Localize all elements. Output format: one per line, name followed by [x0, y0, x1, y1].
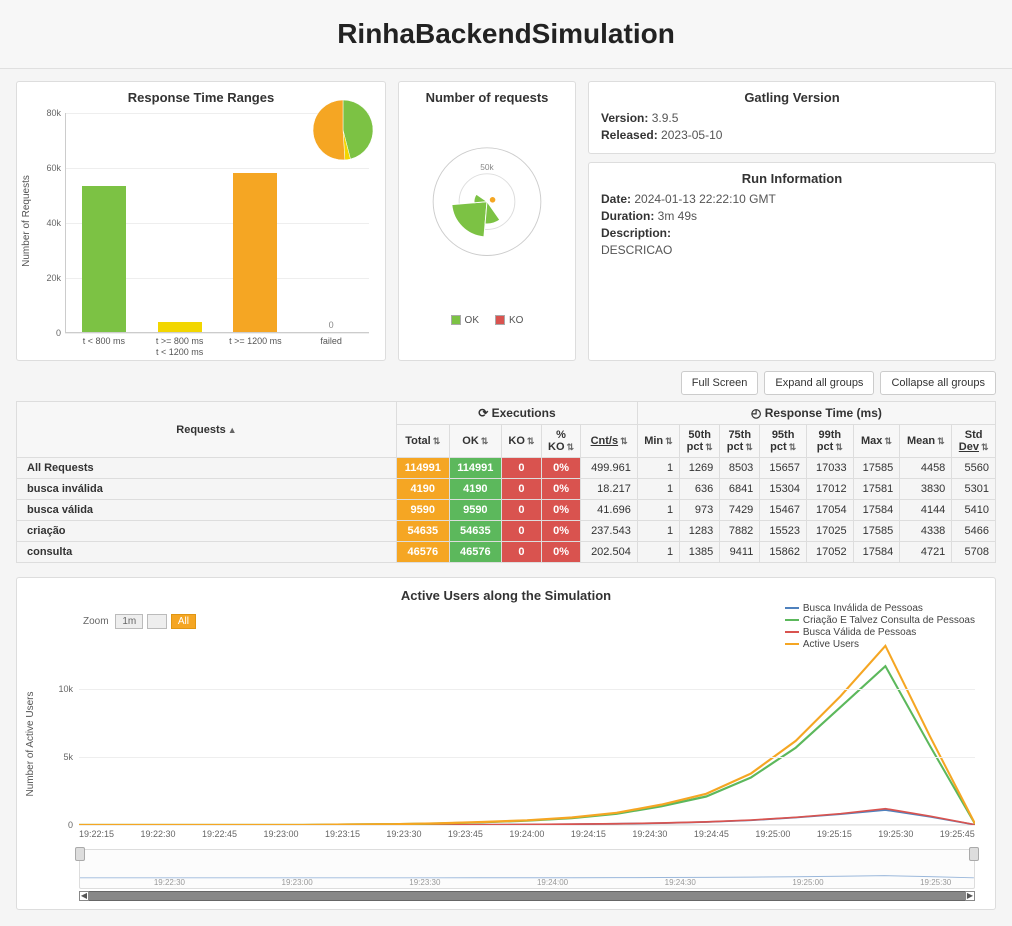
x-tick: 19:25:30: [878, 829, 913, 839]
x-tick: 19:23:15: [325, 829, 360, 839]
active-users-chart-panel: Active Users along the Simulation Zoom 1…: [16, 577, 996, 910]
th-col[interactable]: %KO⇅: [541, 425, 581, 458]
number-of-requests-panel: Number of requests 50k OK KO: [398, 81, 576, 361]
full-screen-button[interactable]: Full Screen: [681, 371, 759, 395]
expand-all-button[interactable]: Expand all groups: [764, 371, 874, 395]
th-response-time-group: ◴ Response Time (ms): [637, 402, 995, 425]
line-chart-xaxis: 19:22:15 19:22:30 19:22:45 19:23:00 19:23:15…: [79, 829, 975, 839]
x-tick: 19:22:15: [79, 829, 114, 839]
zoom-button[interactable]: 1m: [115, 614, 143, 629]
range-tick: 19:25:00: [792, 878, 823, 887]
y-tick: 20k: [46, 273, 61, 283]
response-time-ranges-panel: Response Time Ranges Number of Requests …: [16, 81, 386, 361]
x-tick: 19:24:45: [694, 829, 729, 839]
table-row[interactable]: criação546355463500%237.5431128378821552…: [17, 521, 996, 542]
y-tick: 0: [56, 328, 61, 338]
range-tick: 19:23:00: [282, 878, 313, 887]
th-col[interactable]: KO⇅: [502, 425, 542, 458]
scroll-left-icon[interactable]: ◀: [79, 891, 89, 901]
th-col[interactable]: 95thpct⇅: [760, 425, 807, 458]
released-label: Released:: [601, 128, 658, 142]
th-col[interactable]: 50thpct⇅: [680, 425, 720, 458]
rtr-pie-icon: [311, 98, 375, 162]
th-executions-group: ⟳ Executions: [397, 402, 638, 425]
scroll-right-icon[interactable]: ▶: [965, 891, 975, 901]
run-info-title: Run Information: [601, 171, 983, 186]
th-col[interactable]: Total⇅: [397, 425, 450, 458]
run-duration-label: Duration:: [601, 209, 654, 223]
nor-donut-chart: 50k: [422, 132, 552, 262]
run-information-box: Run Information Date: 2024-01-13 22:22:1…: [588, 162, 996, 361]
x-tick: 19:25:00: [755, 829, 790, 839]
th-col[interactable]: 75thpct⇅: [720, 425, 760, 458]
legend-item: Busca Inválida de Pessoas: [785, 603, 975, 614]
range-tick: 19:23:30: [409, 878, 440, 887]
bar: t >= 800 mst < 1200 ms: [155, 322, 205, 332]
x-tick: 19:24:30: [632, 829, 667, 839]
run-date-label: Date:: [601, 192, 631, 206]
run-date-value: 2024-01-13 22:22:10 GMT: [634, 192, 775, 206]
th-requests[interactable]: Requests▲: [17, 402, 397, 458]
zoom-controls: Zoom 1m All: [83, 614, 204, 629]
bar: t < 800 ms: [79, 186, 129, 332]
x-tick: 19:23:00: [263, 829, 298, 839]
th-col[interactable]: Max⇅: [853, 425, 900, 458]
x-tick: 19:23:30: [386, 829, 421, 839]
stats-table: Requests▲ ⟳ Executions ◴ Response Time (…: [16, 401, 996, 563]
x-tick: 19:22:45: [202, 829, 237, 839]
range-tick: 19:25:30: [920, 878, 951, 887]
range-tick: 19:24:30: [665, 878, 696, 887]
x-tick: 19:22:30: [140, 829, 175, 839]
line-chart-body: 05k10k: [79, 635, 975, 825]
range-tick: 19:22:30: [154, 878, 185, 887]
version-value: 3.9.5: [652, 111, 679, 125]
run-desc-value: DESCRICAO: [601, 243, 672, 257]
x-tick: 19:24:15: [571, 829, 606, 839]
collapse-all-button[interactable]: Collapse all groups: [880, 371, 996, 395]
executions-icon: ⟳: [478, 406, 488, 420]
run-duration-value: 3m 49s: [658, 209, 697, 223]
th-col[interactable]: 99thpct⇅: [806, 425, 853, 458]
legend-item: OK: [451, 315, 479, 326]
nor-legend: OK KO: [399, 309, 575, 332]
legend-item: Criação E Talvez Consulta de Pessoas: [785, 615, 975, 626]
th-col[interactable]: Min⇅: [637, 425, 679, 458]
x-tick: 19:24:00: [509, 829, 544, 839]
lc-y-label: Number of Active Users: [25, 691, 36, 796]
range-selector[interactable]: 19:22:30 19:23:00 19:23:30 19:24:00 19:24:30…: [79, 849, 975, 889]
y-tick: 40k: [46, 218, 61, 228]
th-col[interactable]: OK⇅: [449, 425, 502, 458]
y-tick: 80k: [46, 108, 61, 118]
page-title: RinhaBackendSimulation: [0, 18, 1012, 50]
range-scrollbar[interactable]: ◀ ▶: [79, 891, 975, 901]
range-tick: 19:24:00: [537, 878, 568, 887]
table-row[interactable]: busca válida9590959000%41.69619737429154…: [17, 500, 996, 521]
x-tick: 19:25:15: [817, 829, 852, 839]
table-row[interactable]: All Requests11499111499100%499.961112698…: [17, 458, 996, 479]
nor-title: Number of requests: [399, 82, 575, 109]
x-tick: 19:23:45: [448, 829, 483, 839]
clock-icon: ◴: [751, 406, 761, 420]
svg-text:50k: 50k: [480, 162, 494, 172]
bar: t >= 1200 ms: [230, 173, 280, 333]
table-row[interactable]: consulta465764657600%202.504113859411158…: [17, 542, 996, 563]
zoom-button[interactable]: [147, 614, 167, 629]
zoom-button[interactable]: All: [171, 614, 196, 629]
x-tick: 19:25:45: [940, 829, 975, 839]
th-col[interactable]: StdDev⇅: [952, 425, 996, 458]
y-tick: 60k: [46, 163, 61, 173]
version-label: Version:: [601, 111, 648, 125]
th-col[interactable]: Cnt/s⇅: [581, 425, 637, 458]
zoom-label: Zoom: [83, 616, 109, 627]
table-row[interactable]: busca inválida4190419000%18.217163668411…: [17, 479, 996, 500]
gatling-version-title: Gatling Version: [601, 90, 983, 105]
released-value: 2023-05-10: [661, 128, 722, 142]
legend-item: KO: [495, 315, 523, 326]
run-desc-label: Description:: [601, 226, 671, 240]
th-col[interactable]: Mean⇅: [900, 425, 952, 458]
gatling-version-box: Gatling Version Version: 3.9.5 Released:…: [588, 81, 996, 154]
